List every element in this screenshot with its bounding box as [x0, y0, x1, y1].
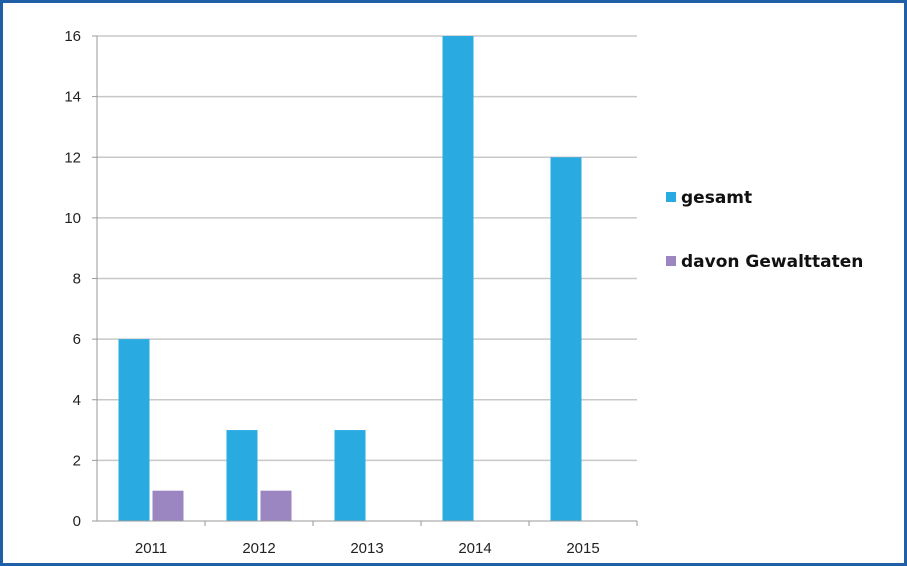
gridlines — [97, 35, 637, 462]
y-tick-label-0: 0 — [73, 513, 81, 530]
x-tick-label-2012: 2012 — [242, 540, 275, 557]
x-tick-label-2015: 2015 — [566, 540, 599, 557]
y-tick-label-14: 14 — [64, 89, 81, 106]
y-tick-label-4: 4 — [73, 392, 81, 409]
y-tick-label-10: 10 — [64, 210, 81, 227]
y-tick-label-12: 12 — [64, 149, 81, 166]
bar-2011-gesamt — [118, 339, 150, 521]
legend: gesamt davon Gewalttaten — [666, 188, 863, 272]
bar-2013-gesamt — [334, 430, 366, 521]
y-tick-label-2: 2 — [73, 452, 81, 469]
legend-label-gesamt: gesamt — [681, 188, 752, 208]
legend-label-davon-gewalttaten: davon Gewalttaten — [681, 252, 863, 272]
bar-2015-gesamt — [550, 157, 582, 521]
axes — [92, 35, 638, 526]
y-tick-label-8: 8 — [73, 271, 81, 288]
bar-2012-davon-gewalttaten — [260, 490, 292, 521]
x-tick-labels: 2011 2012 2013 2014 2015 — [135, 540, 600, 557]
y-tick-label-6: 6 — [73, 331, 81, 348]
x-tick-label-2014: 2014 — [458, 540, 491, 557]
legend-swatch-gesamt — [666, 192, 676, 202]
x-tick-label-2011: 2011 — [135, 540, 167, 557]
bar-2012-gesamt — [226, 430, 258, 521]
x-tick-label-2013: 2013 — [350, 540, 383, 557]
bar-2011-davon-gewalttaten — [152, 490, 184, 521]
legend-swatch-davon-gewalttaten — [666, 256, 676, 266]
y-tick-labels: 0 2 4 6 8 10 12 14 16 — [64, 28, 81, 530]
bars — [118, 36, 582, 521]
y-tick-label-16: 16 — [64, 28, 81, 45]
bar-2014-gesamt — [442, 36, 474, 521]
